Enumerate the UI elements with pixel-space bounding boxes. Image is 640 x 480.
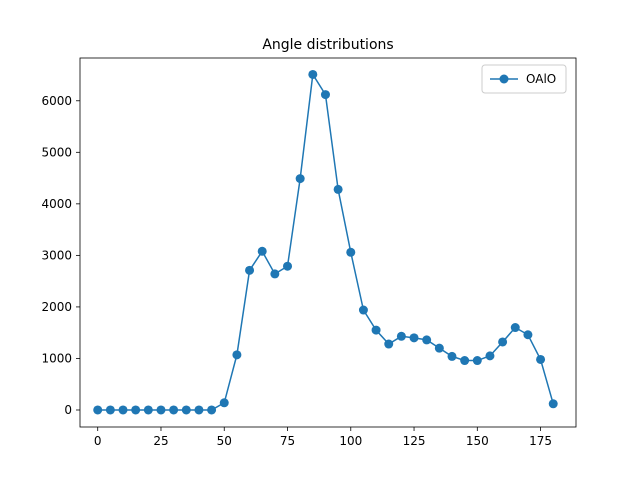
data-point: [93, 405, 103, 415]
chart-title: Angle distributions: [262, 37, 393, 53]
data-point: [358, 305, 368, 315]
data-point: [434, 343, 444, 353]
data-point: [472, 356, 482, 366]
x-tick-label: 0: [94, 434, 102, 448]
legend-marker: [499, 74, 509, 84]
y-axis: 0 1000 2000 3000 4000 5000 6000: [41, 94, 80, 417]
data-point: [245, 265, 255, 275]
x-tick-label: 175: [529, 434, 552, 448]
data-point: [181, 405, 191, 415]
y-tick-label: 5000: [41, 145, 72, 159]
data-point: [396, 331, 406, 341]
y-tick-label: 3000: [41, 248, 72, 262]
y-tick-label: 2000: [41, 300, 72, 314]
y-tick-label: 0: [64, 403, 72, 417]
data-point: [510, 323, 520, 333]
legend: OAlO: [481, 64, 567, 94]
y-tick-label: 6000: [41, 94, 72, 108]
data-point: [320, 90, 330, 100]
x-tick-label: 25: [153, 434, 168, 448]
legend-box: [481, 64, 567, 94]
data-point: [346, 247, 356, 257]
data-point: [295, 174, 305, 184]
y-tick-label: 4000: [41, 197, 72, 211]
data-point: [460, 356, 470, 366]
data-point: [498, 337, 508, 347]
plot-area: [79, 57, 577, 428]
data-point: [270, 269, 280, 279]
data-point: [447, 351, 457, 361]
data-point: [194, 405, 204, 415]
data-point: [207, 405, 217, 415]
data-point: [156, 405, 166, 415]
data-point: [485, 351, 495, 361]
data-point: [283, 261, 293, 271]
data-point: [384, 339, 394, 349]
data-point: [422, 335, 432, 345]
x-tick-label: 75: [280, 434, 295, 448]
data-point: [131, 405, 141, 415]
data-point: [308, 69, 318, 79]
data-point: [371, 325, 381, 335]
data-point: [257, 246, 267, 256]
data-point: [523, 330, 533, 340]
x-tick-label: 150: [466, 434, 489, 448]
x-tick-label: 125: [403, 434, 426, 448]
x-axis: 0 25 50 75 100 125 150 175: [94, 427, 552, 448]
data-point: [169, 405, 179, 415]
x-tick-label: 100: [339, 434, 362, 448]
data-point: [333, 184, 343, 194]
axes-frame: [79, 57, 577, 428]
series-line: [97, 72, 554, 411]
data-point: [232, 350, 242, 360]
y-tick-label: 1000: [41, 351, 72, 365]
data-point: [219, 398, 229, 408]
data-point: [118, 405, 128, 415]
data-point: [105, 405, 115, 415]
data-point: [409, 333, 419, 343]
data-point: [536, 354, 546, 364]
data-point: [143, 405, 153, 415]
legend-label: OAlO: [526, 72, 556, 86]
data-point: [548, 399, 558, 409]
x-tick-label: 50: [217, 434, 232, 448]
